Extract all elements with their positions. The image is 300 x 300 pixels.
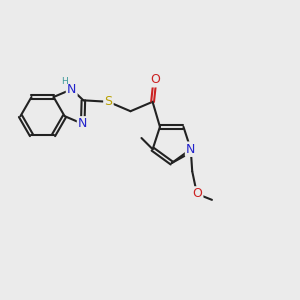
Text: N: N bbox=[78, 117, 87, 130]
Text: O: O bbox=[150, 73, 160, 86]
Text: O: O bbox=[192, 188, 202, 200]
Text: N: N bbox=[67, 83, 76, 96]
Text: N: N bbox=[186, 143, 195, 156]
Text: S: S bbox=[104, 95, 112, 108]
Text: H: H bbox=[61, 76, 68, 85]
